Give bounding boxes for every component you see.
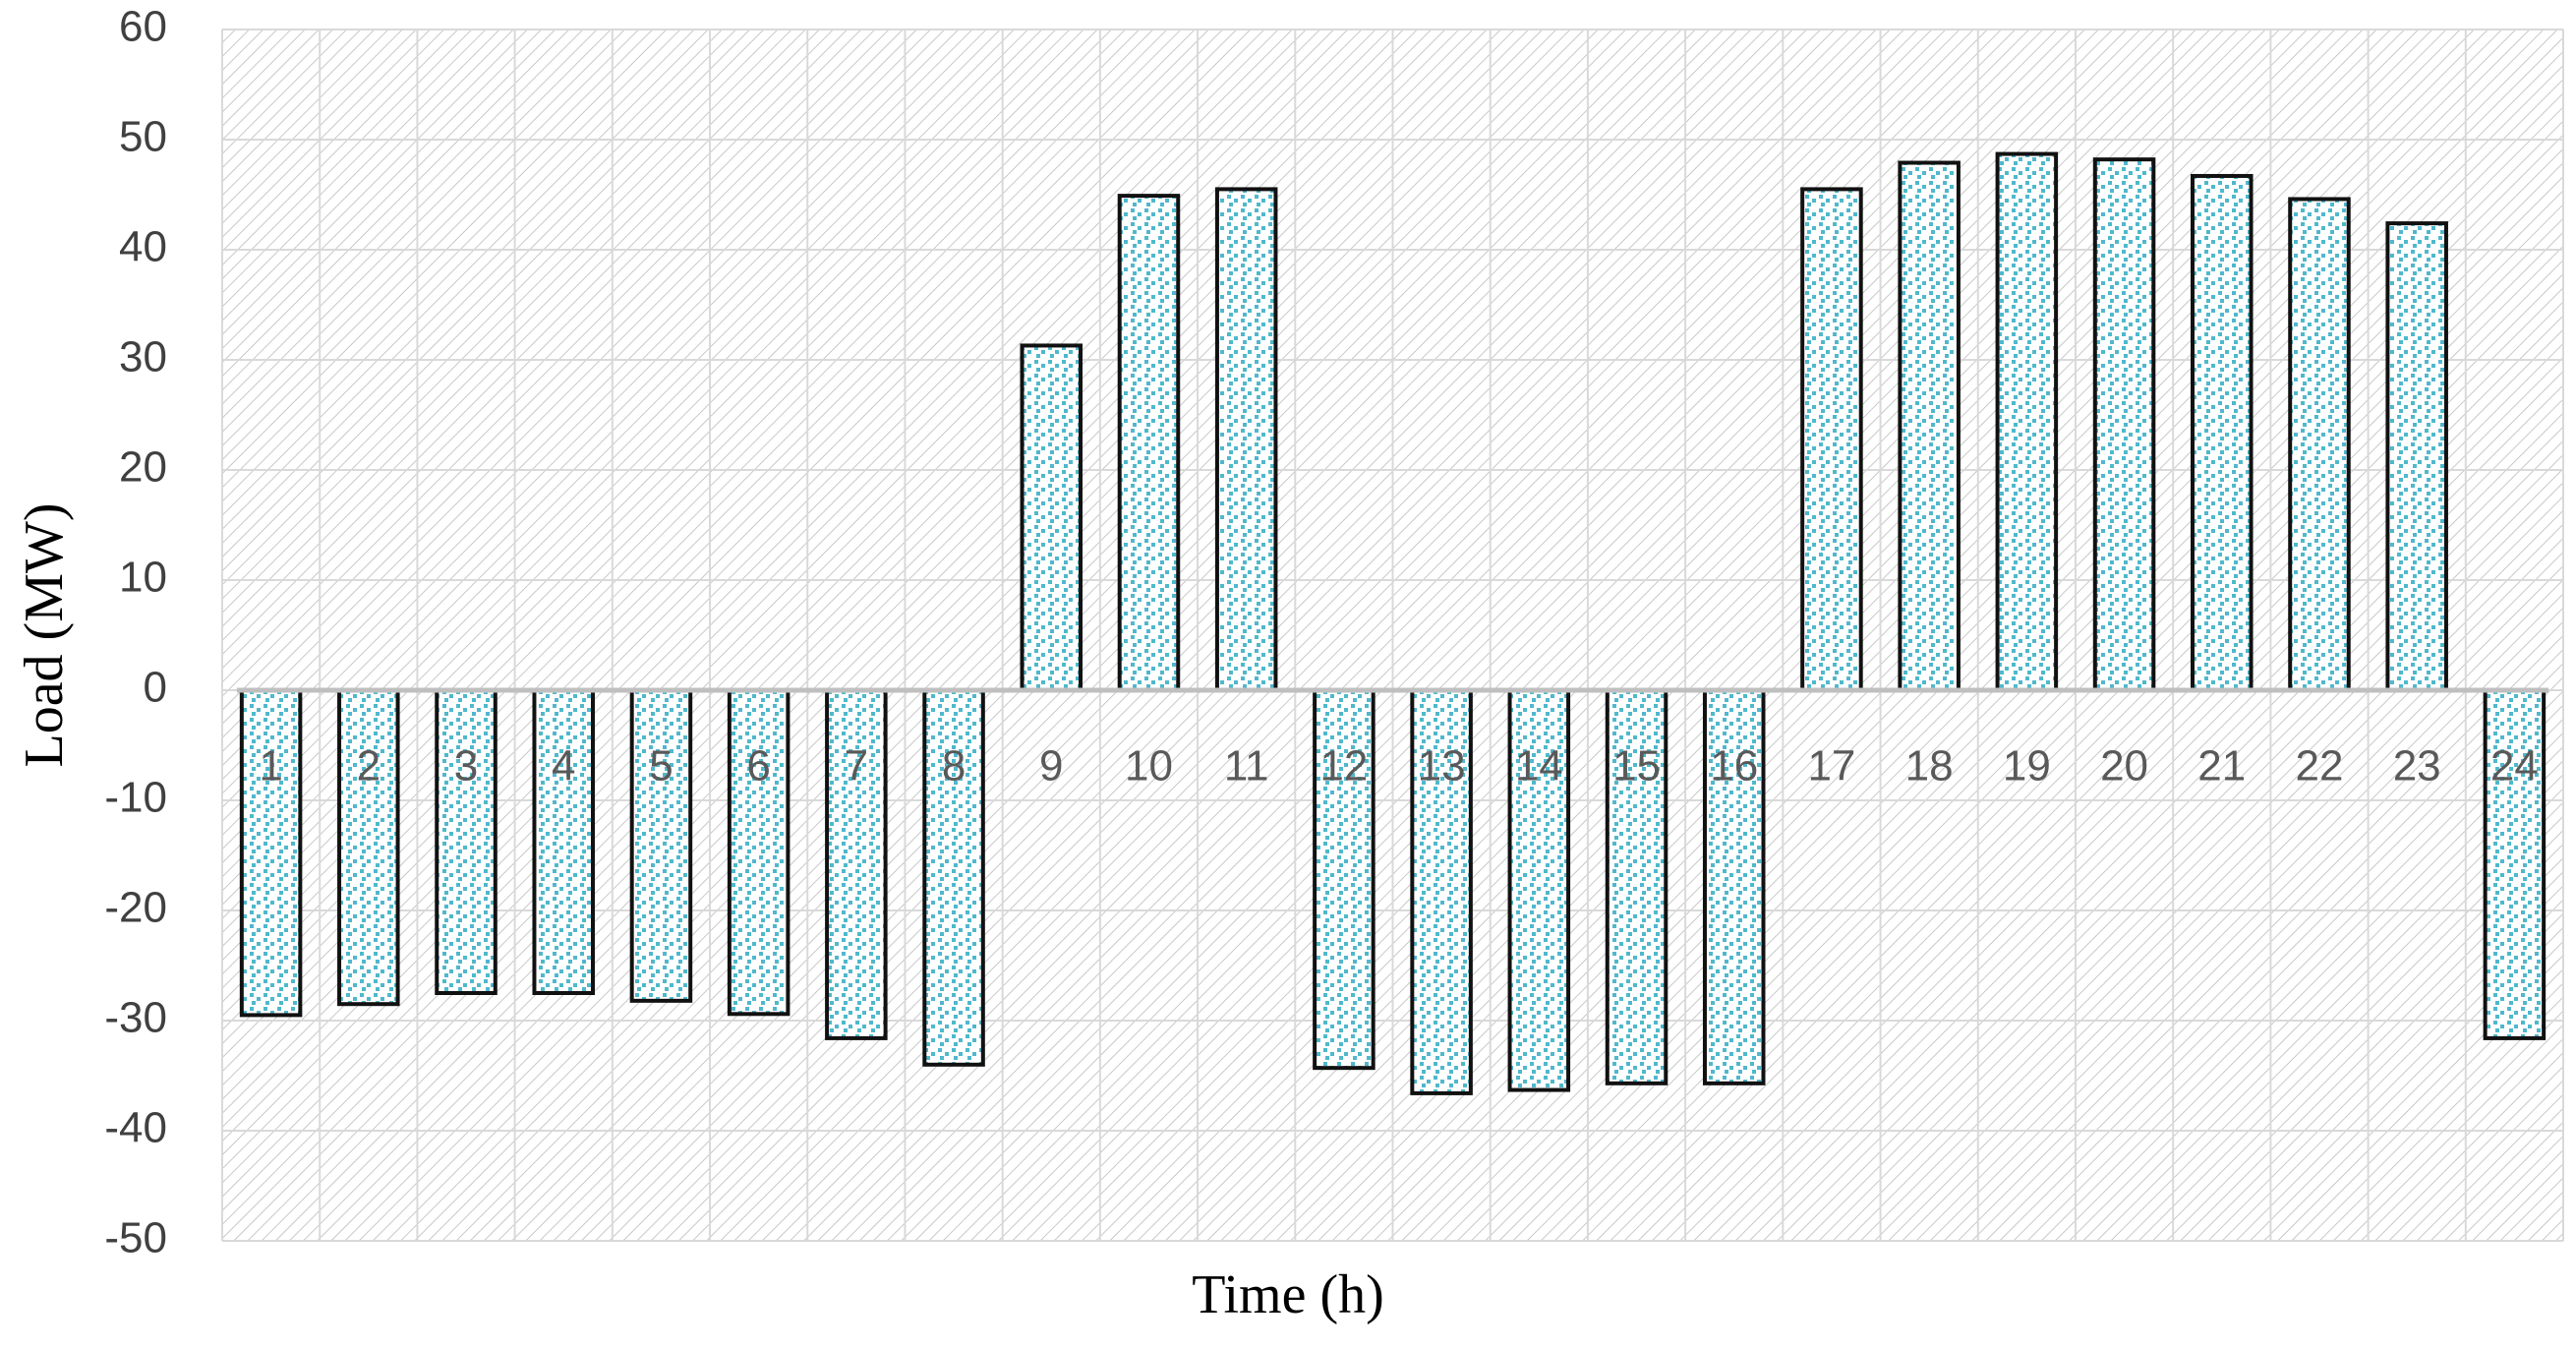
bar <box>1117 194 1181 692</box>
x-tick-label: 13 <box>1418 742 1466 791</box>
x-tick-label: 14 <box>1515 742 1563 791</box>
bar <box>2191 173 2254 692</box>
x-tick-label: 6 <box>746 742 770 791</box>
x-axis-title: Time (h) <box>1192 1264 1384 1325</box>
x-tick-label: 8 <box>942 742 966 791</box>
x-tick-label: 23 <box>2393 742 2441 791</box>
bar <box>1605 688 1669 1085</box>
bar <box>1214 187 1278 692</box>
x-tick-label: 22 <box>2296 742 2344 791</box>
x-tick-label: 17 <box>1807 742 1855 791</box>
y-tick-label: -20 <box>104 884 167 932</box>
x-tick-label: 19 <box>2003 742 2051 791</box>
x-tick-label: 9 <box>1039 742 1063 791</box>
bar <box>1898 160 1961 692</box>
bar <box>922 688 985 1067</box>
bar <box>337 688 400 1007</box>
bar <box>2288 197 2351 692</box>
bar <box>239 688 303 1018</box>
y-axis-title: Load (MW) <box>14 502 75 767</box>
y-tick-label: 0 <box>144 664 167 712</box>
bar <box>1702 688 1766 1085</box>
bar <box>1800 187 1863 692</box>
x-tick-label: 21 <box>2197 742 2246 791</box>
y-tick-label: -30 <box>104 994 167 1042</box>
x-tick-label: 12 <box>1319 742 1368 791</box>
y-tick-label: 50 <box>119 113 167 161</box>
x-tick-label: 16 <box>1710 742 1758 791</box>
bar <box>2385 221 2448 692</box>
bar <box>1313 688 1376 1071</box>
bar <box>2092 157 2156 693</box>
y-tick-label: 60 <box>119 3 167 51</box>
x-tick-label: 20 <box>2100 742 2148 791</box>
x-tick-label: 2 <box>357 742 381 791</box>
bar <box>2483 688 2547 1040</box>
y-tick-label: 30 <box>119 333 167 381</box>
y-tick-label: -10 <box>104 774 167 822</box>
x-tick-label: 18 <box>1905 742 1954 791</box>
y-tick-label: 40 <box>119 223 167 271</box>
x-tick-label: 7 <box>845 742 868 791</box>
x-tick-label: 24 <box>2490 742 2539 791</box>
x-tick-label: 10 <box>1125 742 1173 791</box>
y-tick-label: -40 <box>104 1104 167 1152</box>
y-tick-label: -50 <box>104 1214 167 1262</box>
y-tick-label: 20 <box>119 443 167 492</box>
bar <box>1410 688 1473 1095</box>
bar <box>1020 343 1083 692</box>
bar <box>1995 151 2059 692</box>
x-tick-label: 15 <box>1612 742 1661 791</box>
bar <box>435 688 498 995</box>
x-tick-label: 5 <box>649 742 673 791</box>
x-tick-label: 11 <box>1224 742 1269 791</box>
x-tick-label: 3 <box>454 742 478 791</box>
x-tick-label: 1 <box>259 742 282 791</box>
x-tick-label: 4 <box>552 742 575 791</box>
bar <box>532 688 595 995</box>
bar <box>629 688 693 1003</box>
bar <box>825 688 888 1040</box>
y-tick-label: 10 <box>119 554 167 602</box>
bar <box>727 688 790 1017</box>
